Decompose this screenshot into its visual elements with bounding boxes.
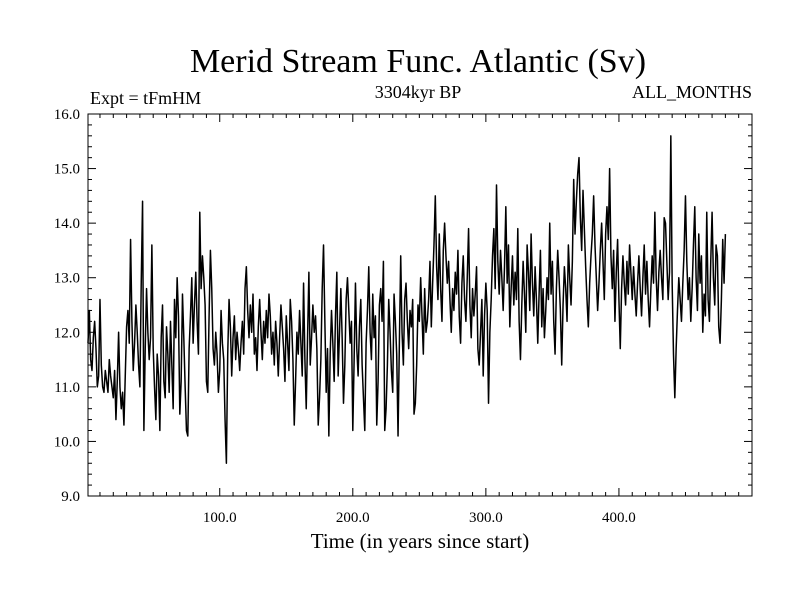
x-tick-label: 100.0 — [203, 510, 237, 526]
x-tick-label: 400.0 — [602, 510, 636, 526]
x-tick-label: 300.0 — [469, 510, 503, 526]
axis-tick-labels: 100.0 200.0 300.0 400.0 9.0 10.0 11.0 12.0 13.0 1… — [54, 107, 636, 526]
x-tick-label: 200.0 — [336, 510, 370, 526]
y-tick-label: 11.0 — [54, 380, 80, 396]
months-label: ALL_MONTHS — [632, 82, 752, 102]
y-tick-label: 15.0 — [54, 162, 80, 178]
y-tick-label: 9.0 — [61, 489, 80, 505]
series-line-amoc — [87, 135, 727, 465]
y-tick-label: 14.0 — [54, 216, 80, 232]
x-axis-label: Time (in years since start) — [311, 529, 530, 553]
y-tick-label: 10.0 — [54, 434, 80, 450]
experiment-label: Expt = tFmHM — [90, 88, 201, 108]
plot-frame — [87, 113, 753, 497]
y-tick-label: 12.0 — [54, 325, 80, 341]
period-label: 3304kyr BP — [375, 82, 462, 102]
series-layer — [87, 135, 727, 465]
y-tick-label: 16.0 — [54, 107, 80, 123]
chart-title: Merid Stream Func. Atlantic (Sv) — [190, 43, 646, 80]
y-tick-label: 13.0 — [54, 271, 80, 287]
